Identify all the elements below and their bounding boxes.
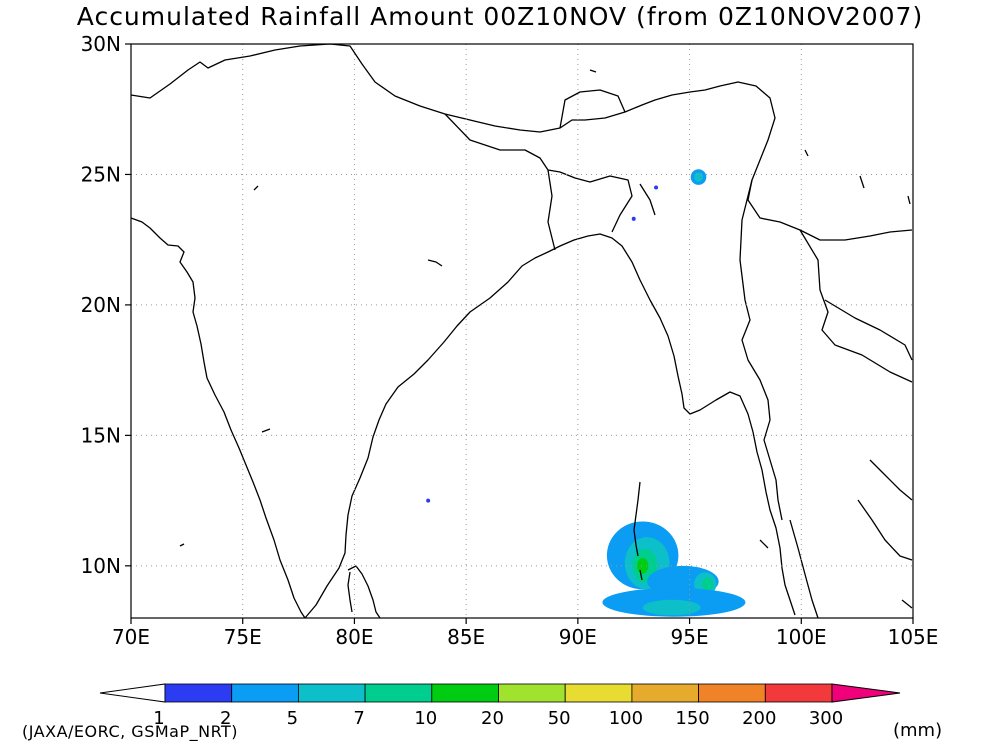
sri-lanka [347, 565, 381, 619]
tick-label-lon: 100E [776, 625, 827, 649]
colorbar-swatch [764, 683, 833, 703]
colorbar-label: 150 [675, 708, 709, 729]
tick-label-lon: 75E [224, 625, 262, 649]
tick-label-lon: 80E [335, 625, 373, 649]
rain-cell-3 [637, 557, 649, 574]
colorbar-label: 300 [809, 708, 843, 729]
tick-label-lon: 90E [559, 625, 597, 649]
tick-label-lon: 70E [112, 625, 150, 649]
cambodia-coast [857, 459, 913, 561]
rain-cell-13 [426, 498, 431, 503]
colorbar-label: 1 [153, 708, 164, 729]
rain-cell-8 [642, 599, 701, 616]
data-credit: (JAXA/EORC, GSMaP_NRT) [22, 722, 239, 741]
myanmar-east-border [739, 179, 783, 521]
colorbar-max-arrow [831, 683, 901, 703]
grid [131, 44, 913, 618]
tick-label-lat: 25N [81, 162, 121, 186]
colorbar-label: 20 [481, 708, 504, 729]
axis-ticks: 70E 75E 80E 85E 90E 95E 100E 105E 10N 15N 20N 25N 30… [81, 32, 939, 649]
malay-peninsula [789, 519, 913, 619]
map-title: Accumulated Rainfall Amount 00Z10NOV (fr… [76, 2, 924, 31]
thailand-border [799, 229, 913, 383]
rain-cell-12 [654, 185, 659, 190]
colorbar-swatch [431, 683, 499, 703]
bhutan-border [559, 89, 626, 129]
map-frame [130, 43, 914, 619]
colorbar-label: 5 [287, 708, 298, 729]
tick-label-lat: 30N [81, 32, 121, 56]
colorbar-swatch [364, 683, 433, 703]
tick-label-lon: 105E [888, 625, 939, 649]
colorbar-swatch [564, 683, 633, 703]
nepal-border [444, 113, 561, 173]
tick-label-lat: 15N [81, 423, 121, 447]
andaman-islands [633, 481, 643, 581]
small-islands [179, 69, 911, 549]
laos-border [824, 299, 913, 361]
rain-cell-6 [701, 577, 714, 591]
units-label: (mm) [893, 720, 943, 741]
tick-label-lon: 95E [671, 625, 709, 649]
colorbar-label: 7 [353, 708, 364, 729]
colorbar-label: 2 [220, 708, 231, 729]
colorbar: 1 2 5 7 10 20 50 100 150 200 300 [99, 683, 901, 729]
coastlines [130, 43, 913, 619]
rain-cell-10 [694, 172, 703, 182]
tick-label-lat: 20N [81, 293, 121, 317]
colorbar-label: 50 [548, 708, 571, 729]
tick-label-lat: 10N [81, 554, 121, 578]
colorbar-swatch [231, 683, 299, 703]
india-west-coast [130, 217, 306, 619]
rainfall-layer [426, 169, 746, 617]
india-east-coast [304, 233, 796, 619]
colorbar-swatch [164, 683, 233, 703]
tick-label-lon: 85E [447, 625, 485, 649]
northern-border [130, 43, 913, 241]
colorbar-swatch [498, 683, 566, 703]
colorbar-label: 10 [414, 708, 437, 729]
colorbar-label: 100 [609, 708, 643, 729]
bangladesh-border [547, 169, 656, 251]
colorbar-swatch [297, 683, 366, 703]
colorbar-swatch [631, 683, 700, 703]
rain-cell-11 [631, 216, 636, 221]
colorbar-min-arrow [99, 683, 166, 703]
colorbar-swatch [698, 683, 766, 703]
colorbar-label: 200 [742, 708, 776, 729]
